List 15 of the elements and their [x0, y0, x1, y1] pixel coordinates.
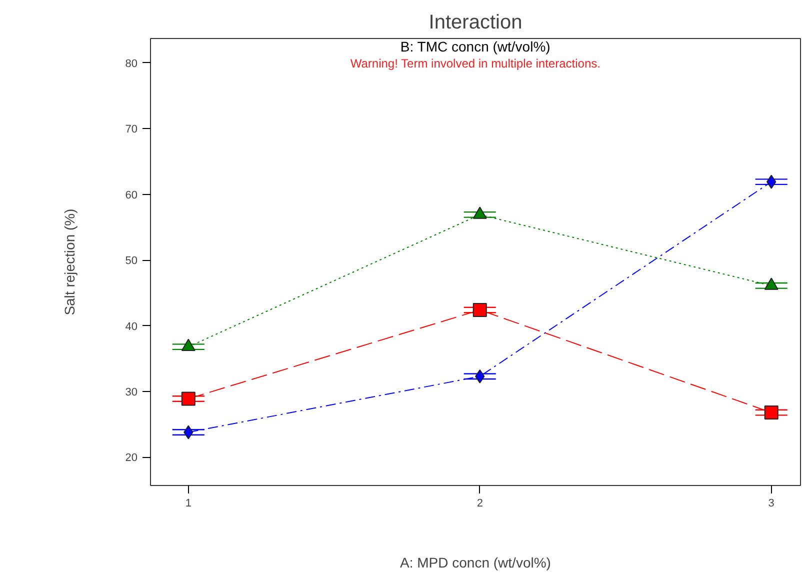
x-tick-label: 2	[476, 498, 483, 510]
x-tick-label: 3	[768, 498, 774, 510]
annotation: B: TMC concn (wt/vol%)	[400, 38, 550, 54]
annotation: Warning! Term involved in multiple interactions.	[350, 56, 600, 70]
y-tick-label: 30	[125, 386, 138, 398]
x-axis-title: A: MPD concn (wt/vol%)	[400, 554, 551, 570]
y-axis-title: Salt rejection (%)	[61, 208, 78, 316]
chart-title: Interaction	[428, 12, 522, 34]
y-tick-label: 20	[125, 452, 138, 464]
y-tick-label: 50	[125, 255, 138, 268]
x-tick-label: 1	[185, 498, 192, 510]
y-tick-label: 40	[125, 320, 138, 333]
y-tick-label: 60	[125, 189, 138, 202]
y-tick-label: 70	[125, 124, 138, 136]
y-tick-label: 80	[125, 58, 138, 70]
